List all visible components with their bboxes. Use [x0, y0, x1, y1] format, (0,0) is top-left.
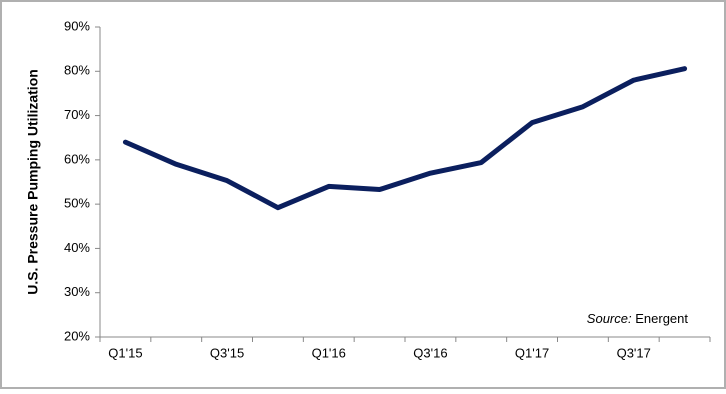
data-line	[122, 66, 688, 211]
source-label: Source:	[587, 311, 632, 326]
y-tick-label: 90%	[64, 18, 90, 33]
source-note: Source: Energent	[587, 311, 689, 326]
x-tick-label: Q3'17	[617, 345, 651, 360]
y-tick-label: 30%	[64, 284, 90, 299]
x-tick-label: Q1'17	[515, 345, 549, 360]
y-tick-label: 70%	[64, 107, 90, 122]
x-tick-label: Q3'16	[413, 345, 447, 360]
y-tick-label: 80%	[64, 63, 90, 78]
y-tick-label: 50%	[64, 196, 90, 211]
y-tick-label: 60%	[64, 151, 90, 166]
y-axis-label: U.S. Pressure Pumping Utilization	[25, 69, 41, 295]
y-tick-label: 40%	[64, 240, 90, 255]
x-tick-label: Q1'16	[312, 345, 346, 360]
source: Energent	[635, 311, 688, 326]
x-tick-label: Q1'15	[108, 345, 142, 360]
y-tick-label: 20%	[64, 328, 90, 343]
x-tick-label: Q3'15	[210, 345, 244, 360]
